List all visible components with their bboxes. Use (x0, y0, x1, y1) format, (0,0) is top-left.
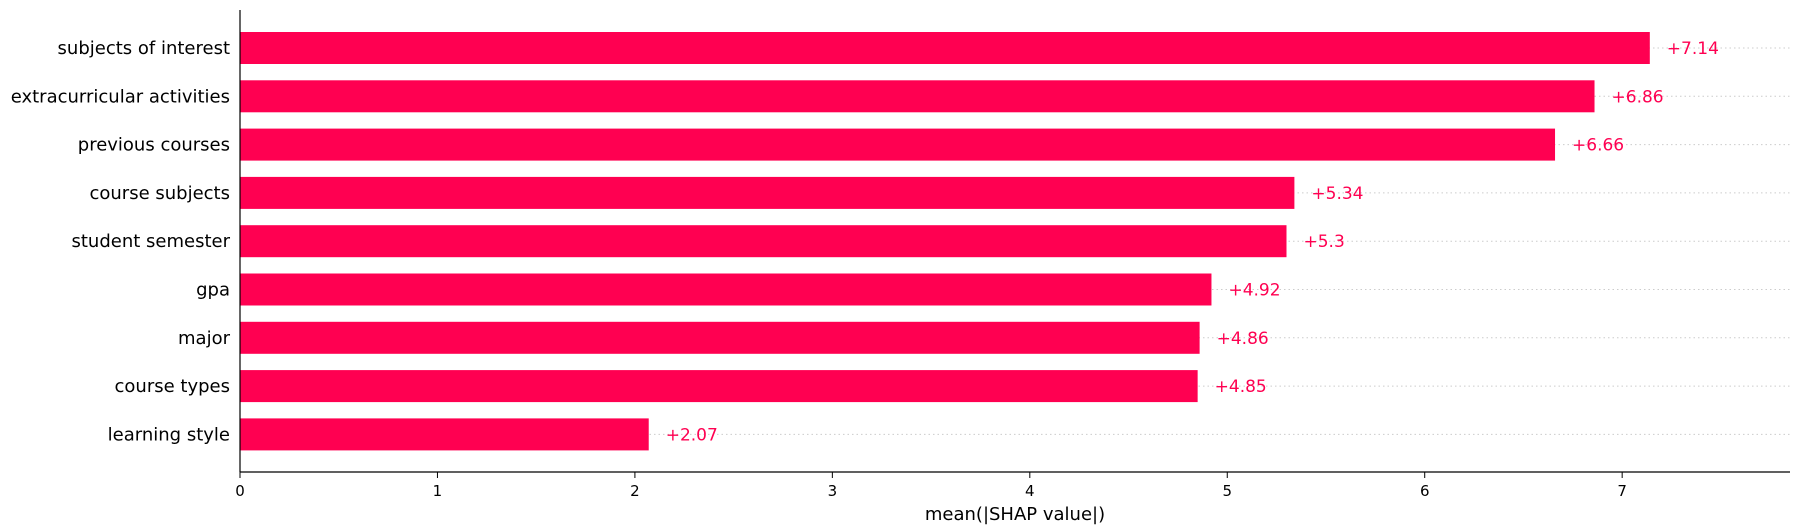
category-label: subjects of interest (58, 38, 230, 59)
bar (240, 128, 1556, 161)
x-axis-ticks: 0 1 2 3 4 5 6 7 (235, 472, 1627, 500)
category-label: gpa (196, 280, 230, 301)
value-label: +5.34 (1311, 184, 1363, 204)
bars (240, 32, 1650, 451)
x-tick-label: 3 (828, 482, 838, 500)
value-label: +5.3 (1303, 232, 1344, 252)
bar (240, 418, 649, 451)
category-label: course subjects (89, 183, 230, 204)
value-label: +4.92 (1228, 281, 1280, 301)
bar (240, 273, 1212, 306)
bar (240, 176, 1295, 209)
bar (240, 321, 1200, 354)
x-tick-label: 7 (1617, 482, 1627, 500)
category-label: extracurricular activities (11, 86, 230, 107)
category-label: student semester (71, 231, 230, 252)
x-tick-label: 5 (1222, 482, 1232, 500)
value-label: +6.86 (1612, 87, 1664, 107)
category-labels: subjects of interest extracurricular acti… (11, 38, 231, 445)
category-label: learning style (108, 424, 230, 445)
value-labels: +7.14 +6.86 +6.66 +5.34 +5.3 +4.92 +4.86 +4.85 +… (666, 39, 1719, 445)
bar (240, 80, 1595, 113)
value-label: +7.14 (1667, 39, 1719, 59)
x-tick-label: 6 (1420, 482, 1430, 500)
value-label: +4.86 (1217, 329, 1269, 349)
bar (240, 370, 1198, 403)
category-label: course types (115, 376, 230, 397)
x-tick-label: 2 (630, 482, 640, 500)
x-axis-title: mean(|SHAP value|) (925, 504, 1105, 525)
category-label: major (178, 328, 231, 349)
bar (240, 32, 1650, 64)
value-label: +2.07 (666, 425, 718, 445)
x-tick-label: 0 (235, 482, 245, 500)
bar (240, 225, 1287, 258)
x-tick-label: 1 (433, 482, 443, 500)
x-tick-label: 4 (1025, 482, 1035, 500)
category-label: previous courses (78, 135, 230, 156)
value-label: +6.66 (1572, 136, 1624, 156)
value-label: +4.85 (1215, 377, 1267, 397)
